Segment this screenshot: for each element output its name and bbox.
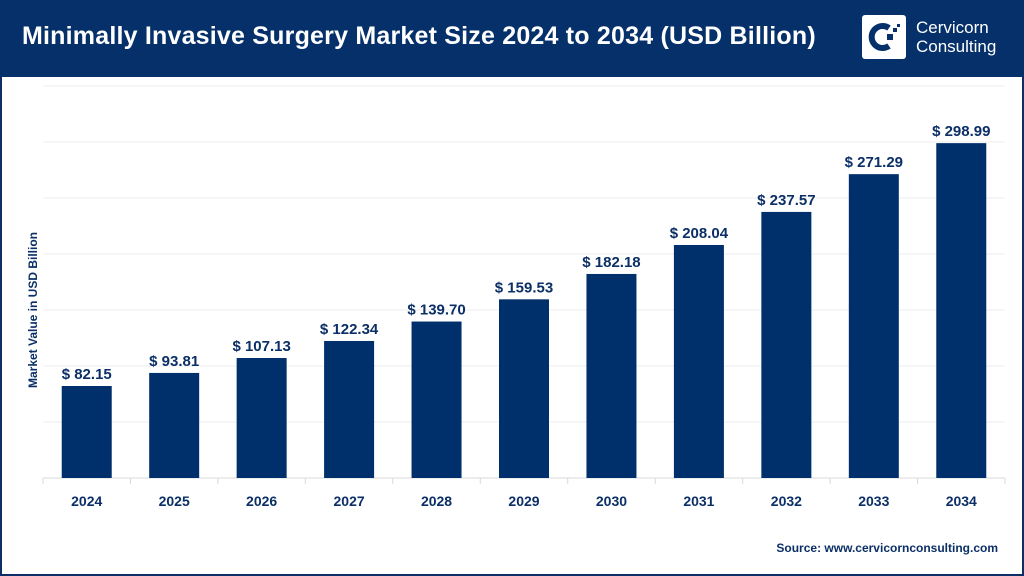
source-text: Source: www.cervicornconsulting.com bbox=[776, 541, 998, 555]
x-tick-label: 2034 bbox=[946, 493, 977, 509]
data-label: $ 122.34 bbox=[320, 321, 379, 338]
bar-2029 bbox=[499, 299, 549, 478]
data-label: $ 139.70 bbox=[407, 302, 465, 319]
data-label: $ 298.99 bbox=[932, 123, 990, 140]
data-label: $ 237.57 bbox=[757, 192, 815, 209]
data-label: $ 159.53 bbox=[495, 279, 553, 296]
header-banner: Minimally Invasive Surgery Market Size 2… bbox=[0, 0, 1024, 77]
x-tick-label: 2027 bbox=[334, 493, 365, 509]
data-label: $ 107.13 bbox=[232, 338, 290, 355]
x-tick-label: 2028 bbox=[421, 493, 452, 509]
x-tick-label: 2031 bbox=[683, 493, 714, 509]
bar-2030 bbox=[586, 273, 637, 478]
x-tick-label: 2026 bbox=[246, 493, 277, 509]
bar-2025 bbox=[149, 372, 200, 478]
data-label: $ 93.81 bbox=[149, 353, 199, 370]
bar-2032 bbox=[761, 211, 812, 478]
bar-2026 bbox=[236, 358, 287, 478]
data-label: $ 82.15 bbox=[62, 366, 112, 383]
data-label: $ 208.04 bbox=[670, 225, 729, 242]
chart-title: Minimally Invasive Surgery Market Size 2… bbox=[22, 22, 816, 50]
data-label: $ 271.29 bbox=[845, 154, 903, 171]
bar-2034 bbox=[936, 143, 987, 478]
x-tick-label: 2024 bbox=[71, 493, 102, 509]
bar-2031 bbox=[673, 244, 724, 478]
logo-text-line1: Cervicorn bbox=[916, 18, 989, 37]
x-tick-label: 2025 bbox=[159, 493, 190, 509]
x-tick-label: 2032 bbox=[771, 493, 802, 509]
x-tick-label: 2029 bbox=[508, 493, 539, 509]
data-label: $ 182.18 bbox=[582, 254, 640, 271]
logo-text-line2: Consulting bbox=[916, 37, 997, 56]
x-tick-label: 2030 bbox=[596, 493, 627, 509]
bar-2033 bbox=[848, 174, 899, 478]
bar-2028 bbox=[411, 321, 462, 478]
cervicorn-logo: Cervicorn Consulting bbox=[862, 15, 996, 59]
x-tick-label: 2033 bbox=[858, 493, 889, 509]
logo-icon bbox=[862, 15, 906, 59]
bar-2024 bbox=[61, 385, 112, 478]
bar-2027 bbox=[324, 340, 375, 478]
